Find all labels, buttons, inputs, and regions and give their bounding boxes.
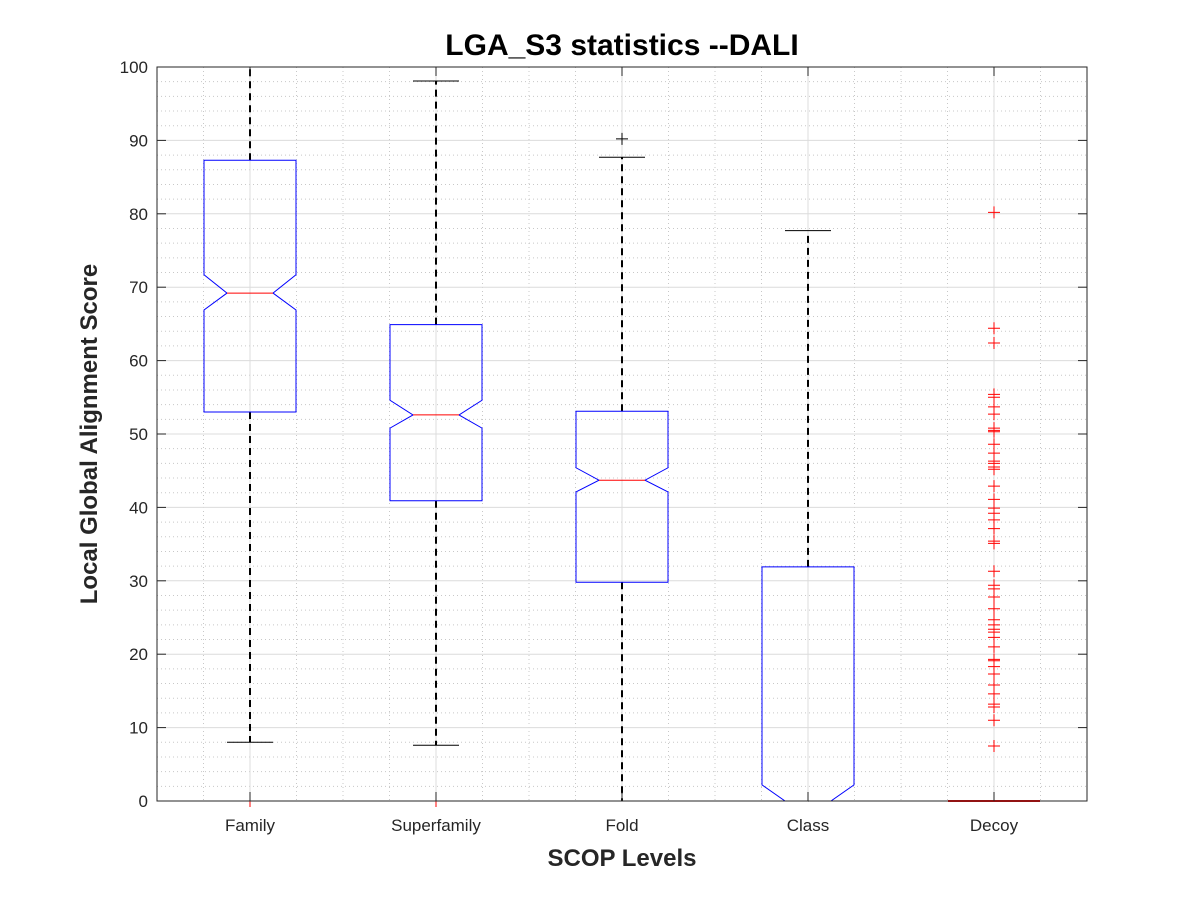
outlier-marker	[988, 537, 1000, 550]
outlier-marker	[988, 206, 1000, 219]
x-tick-label-class: Class	[787, 816, 830, 835]
outlier-marker	[988, 522, 1000, 535]
x-tick-label-fold: Fold	[605, 816, 638, 835]
outlier-marker	[988, 463, 1000, 476]
y-tick-label: 40	[129, 498, 148, 517]
outlier-marker	[988, 322, 1000, 335]
notched-box	[575, 410, 669, 583]
ticks: 0 10 20 30 40 50 60 70 80 90 100 Family Superfamily F…	[120, 58, 1087, 835]
outlier-marker	[988, 668, 1000, 681]
y-tick-label: 20	[129, 645, 148, 664]
outlier-marker	[988, 701, 1000, 714]
x-tick-label-decoy: Decoy	[970, 816, 1019, 835]
outlier-marker	[988, 739, 1000, 752]
outlier-marker	[988, 425, 1000, 438]
outlier-marker	[988, 602, 1000, 615]
chart-title: LGA_S3 statistics --DALI	[445, 29, 798, 62]
outlier-marker	[988, 565, 1000, 578]
outlier-marker	[988, 714, 1000, 727]
y-tick-label: 50	[129, 425, 148, 444]
outlier-marker	[616, 132, 628, 145]
y-tick-label: 0	[139, 792, 148, 811]
notched-box	[389, 324, 483, 502]
x-tick-label-superfamily: Superfamily	[391, 816, 481, 835]
y-tick-label: 70	[129, 278, 148, 297]
x-axis-label: SCOP Levels	[548, 845, 697, 872]
outlier-marker	[988, 687, 1000, 700]
y-axis-label: Local Global Alignment Score	[76, 264, 103, 605]
outlier-marker	[988, 408, 1000, 421]
y-tick-label: 30	[129, 572, 148, 591]
y-tick-label: 100	[120, 58, 148, 77]
outlier-marker	[988, 336, 1000, 349]
y-tick-label: 10	[129, 719, 148, 738]
outlier-marker	[988, 590, 1000, 603]
y-tick-label: 60	[129, 352, 148, 371]
x-tick-label-family: Family	[225, 816, 276, 835]
y-tick-label: 90	[129, 131, 148, 150]
outlier-marker	[988, 480, 1000, 493]
y-tick-label: 80	[129, 205, 148, 224]
outlier-marker	[988, 640, 1000, 653]
notched-box	[203, 159, 297, 413]
